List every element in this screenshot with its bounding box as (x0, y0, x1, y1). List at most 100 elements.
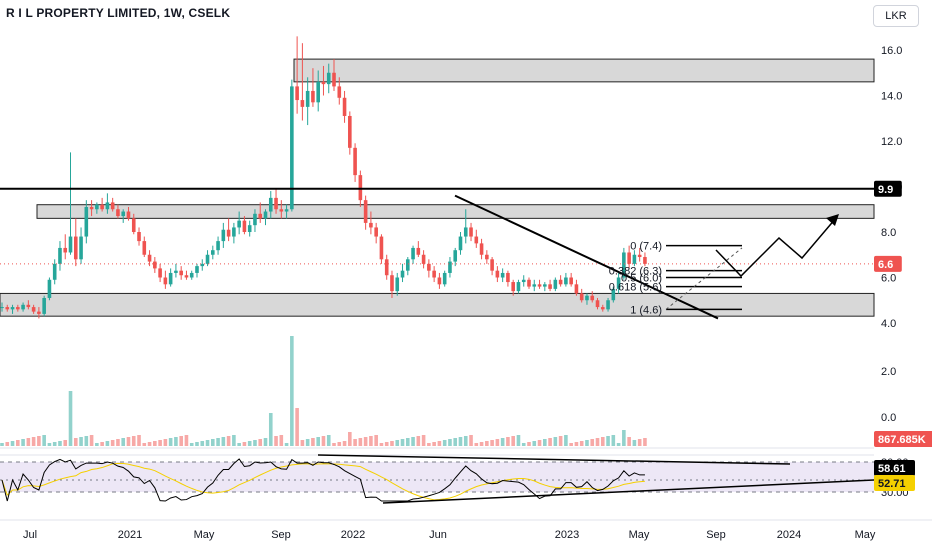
volume-bar (179, 436, 183, 446)
volume-bar (258, 439, 263, 446)
candle-body (553, 279, 558, 289)
volume-bar (68, 391, 73, 446)
volume-bar (521, 443, 526, 446)
candle-body (105, 202, 110, 210)
candle-body (537, 284, 542, 287)
volume-bar (564, 435, 568, 446)
volume-bar (585, 440, 589, 446)
volume-bar (405, 438, 410, 446)
volume-bar (548, 438, 552, 446)
volume-bar (458, 437, 463, 446)
candle-body (300, 100, 305, 107)
rsi-band (0, 462, 874, 492)
volume-bar (300, 440, 305, 446)
volume-bar (495, 439, 500, 446)
time-tick-label: May (629, 529, 650, 541)
rsi-pane (0, 454, 875, 504)
candle-body (279, 209, 284, 212)
candle-body (485, 254, 489, 260)
candle-body (600, 307, 605, 310)
candle-body (26, 304, 31, 308)
volume-bar (137, 435, 141, 446)
candle-body (253, 213, 257, 226)
volume-bar (158, 440, 162, 446)
trend-line (454, 194, 719, 320)
candle-body (506, 272, 510, 283)
candle-body (184, 275, 189, 278)
candle-body (379, 236, 384, 260)
candle-body (126, 211, 131, 219)
volume-bar (553, 437, 558, 446)
time-tick-label: May (855, 529, 876, 541)
candle-body (268, 197, 273, 212)
volume-bar (21, 439, 25, 446)
candle-body (495, 270, 500, 278)
volume-bar (73, 438, 78, 446)
volume-bar (10, 441, 15, 446)
candle-body (516, 282, 521, 292)
volume-bar (305, 439, 310, 446)
volume-bar (226, 436, 231, 446)
volume-bar (395, 440, 400, 446)
volume-bar (311, 438, 315, 446)
candle-body (548, 284, 552, 289)
rsi-line (1, 458, 645, 502)
volume-bar (384, 442, 389, 446)
candle-body (564, 277, 568, 285)
volume-bar (469, 435, 473, 446)
volume-bar (474, 443, 479, 446)
volume-bar (432, 442, 436, 446)
volume-bar (268, 413, 273, 446)
volume-bar (500, 438, 505, 446)
candle-body (205, 254, 210, 264)
candle-body (84, 206, 89, 237)
time-axis[interactable]: Jul 2021 May Sep 2022 Jun 2023 May Sep 2024 May (23, 529, 876, 541)
volume-bar (84, 436, 89, 446)
time-tick-label: 2022 (341, 529, 365, 541)
currency-button[interactable]: LKR (873, 5, 919, 27)
candle-body (437, 277, 442, 285)
candle-body (326, 72, 331, 85)
volume-bar (569, 443, 573, 446)
price-tick-label: 8.0 (881, 227, 896, 239)
price-tick-label: 12.0 (881, 136, 902, 148)
candle-body (500, 272, 505, 278)
price-axis[interactable]: 4.06.08.010.012.014.016.080.0030.002.00.… (881, 45, 909, 499)
rsi-value-badge: 58.61 (878, 463, 906, 475)
volume-bar (95, 443, 99, 446)
volume-bar (453, 438, 458, 446)
resistance-price-badge-bg (874, 180, 902, 197)
volume-series (0, 336, 647, 446)
candle-body (131, 218, 136, 232)
fib-level-label: 0.5 (6.0) (621, 273, 662, 285)
volume-bar (290, 336, 294, 446)
candle-body (284, 209, 289, 212)
volume-bar (595, 438, 600, 446)
candle-body (216, 241, 220, 251)
candle-body (305, 90, 310, 107)
candle-body (142, 241, 147, 255)
volume-bar (627, 437, 631, 446)
candle-body (543, 284, 547, 287)
volume-bar (490, 440, 494, 446)
volume-bar (379, 443, 384, 446)
rsi-ma-value-badge: 52.71 (878, 478, 906, 490)
volume-bar (416, 436, 421, 446)
candle-body (52, 263, 57, 280)
volume-bar (105, 441, 110, 446)
resistance-price-badge: 9.9 (878, 184, 893, 196)
volume-value-badge-bg (874, 431, 932, 447)
volume-bar (326, 435, 331, 446)
candle-body (16, 307, 20, 310)
candle-body (606, 300, 610, 310)
volume-bar (532, 441, 537, 446)
volume-bar (63, 440, 68, 446)
candle-body (616, 277, 621, 289)
candle-body (405, 259, 410, 271)
candle-body (527, 279, 531, 287)
volume-bar (527, 442, 531, 446)
projection-path (715, 217, 837, 278)
candle-body (474, 236, 479, 244)
volume-bar (337, 442, 342, 446)
